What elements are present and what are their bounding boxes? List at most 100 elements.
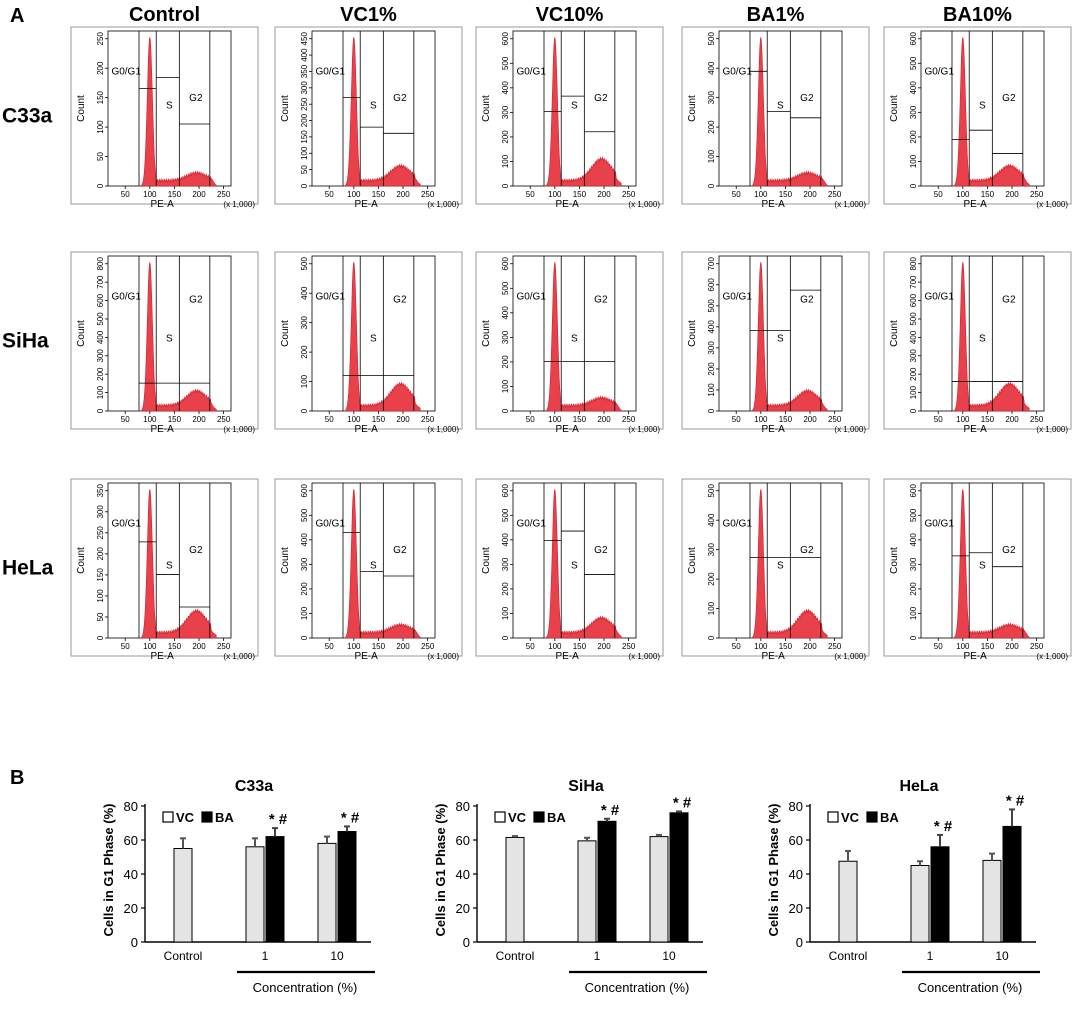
y-tick-label: 200 <box>707 120 716 134</box>
y-tick-label: 0 <box>707 635 716 640</box>
y-tick-label: 0 <box>463 935 470 950</box>
y-tick-label: 300 <box>707 90 716 104</box>
x-axis-unit: (x 1,000) <box>223 425 255 434</box>
gate-label-s: S <box>571 101 578 112</box>
x-tick-label: 150 <box>981 190 995 199</box>
x-axis-label: PE-A <box>354 651 378 662</box>
y-tick-label: 300 <box>300 81 309 95</box>
x-tick-label: 50 <box>526 190 535 199</box>
y-tick-label: 300 <box>96 349 105 363</box>
x-tick-label: 250 <box>217 190 231 199</box>
y-tick-label: 700 <box>96 275 105 289</box>
legend-label-ba: BA <box>215 810 234 825</box>
x-tick-label: 50 <box>526 415 535 424</box>
bar-vc <box>245 846 265 943</box>
y-axis-label: Cells in G1 Phase (%) <box>766 804 781 937</box>
x-tick-label: 250 <box>1030 415 1044 424</box>
bar-ba <box>265 836 285 943</box>
y-tick-label: 0 <box>796 935 803 950</box>
y-tick-label: 300 <box>501 557 510 571</box>
x-tick-label: 200 <box>597 190 611 199</box>
y-tick-label: 600 <box>909 32 918 46</box>
gate-label-g1: G0/G1 <box>315 518 345 529</box>
x-axis-unit: (x 1,000) <box>834 425 866 434</box>
x-tick-label: 1 <box>594 949 601 963</box>
y-tick-label: 0 <box>131 935 138 950</box>
histogram-curve <box>952 37 1030 187</box>
chart-title: C33a <box>235 778 273 795</box>
y-tick-label: 400 <box>96 330 105 344</box>
y-tick-label: 300 <box>96 505 105 519</box>
y-tick-label: 400 <box>501 533 510 547</box>
histogram-frame <box>681 26 870 205</box>
x-tick-label: 100 <box>347 415 361 424</box>
gate-label-s: S <box>166 101 173 112</box>
y-tick-label: 300 <box>909 105 918 119</box>
y-tick-label: 400 <box>909 330 918 344</box>
y-tick-label: 100 <box>300 606 309 620</box>
column-header: VC10% <box>536 4 604 26</box>
gate-label-g2: G2 <box>800 93 814 104</box>
histogram-curve <box>952 262 1030 412</box>
histogram-curve <box>750 489 828 639</box>
y-tick-label: 600 <box>501 257 510 271</box>
y-axis-label: Count <box>481 547 492 574</box>
gate-label-g1: G0/G1 <box>516 518 546 529</box>
column-header: BA1% <box>747 4 805 26</box>
y-tick-label: 0 <box>96 635 105 640</box>
gate-label-g2: G2 <box>1002 295 1016 306</box>
histogram-curve <box>544 489 622 639</box>
x-tick-label: 200 <box>396 642 410 651</box>
legend-swatch-ba <box>201 811 213 823</box>
panel-a-label: A <box>10 5 24 27</box>
bar-ba <box>597 820 617 943</box>
y-tick-label: 600 <box>707 278 716 292</box>
x-tick-label: 250 <box>622 642 636 651</box>
y-tick-label: 450 <box>300 32 309 46</box>
x-tick-label: 150 <box>372 190 386 199</box>
y-tick-label: 600 <box>501 484 510 498</box>
y-tick-label: 100 <box>707 601 716 615</box>
y-tick-label: 700 <box>909 275 918 289</box>
y-tick-label: 200 <box>96 61 105 75</box>
x-axis-label: PE-A <box>150 199 174 210</box>
y-tick-label: 500 <box>909 312 918 326</box>
histogram-curve <box>139 262 217 412</box>
gate-label-g1: G0/G1 <box>315 291 345 302</box>
y-tick-label: 0 <box>909 635 918 640</box>
histogram-frame <box>475 478 664 657</box>
gate-label-g1: G0/G1 <box>516 291 546 302</box>
y-tick-label: 350 <box>300 64 309 78</box>
y-tick-label: 300 <box>707 341 716 355</box>
y-tick-label: 500 <box>501 56 510 70</box>
y-axis-label: Count <box>889 547 900 574</box>
gate-label-g2: G2 <box>800 545 814 556</box>
y-tick-label: 400 <box>909 533 918 547</box>
y-tick-label: 0 <box>501 183 510 188</box>
x-tick-label: 250 <box>1030 642 1044 651</box>
y-tick-label: 20 <box>124 901 138 916</box>
y-tick-label: 100 <box>501 379 510 393</box>
x-tick-label: 100 <box>956 642 970 651</box>
y-tick-label: 200 <box>707 572 716 586</box>
y-tick-label: 100 <box>707 383 716 397</box>
bar-ba <box>930 846 950 943</box>
y-tick-label: 200 <box>96 367 105 381</box>
y-tick-label: 200 <box>300 113 309 127</box>
x-tick-label: 250 <box>622 415 636 424</box>
y-tick-label: 500 <box>707 299 716 313</box>
y-tick-label: 0 <box>707 183 716 188</box>
x-tick-label: 10 <box>995 949 1009 963</box>
x-tick-label: 100 <box>754 190 768 199</box>
gate-label-s: S <box>370 333 377 344</box>
y-tick-label: 250 <box>96 526 105 540</box>
y-tick-label: 600 <box>96 293 105 307</box>
significance-marker: * # <box>673 794 692 811</box>
x-tick-label: 150 <box>372 642 386 651</box>
histogram-frame <box>70 26 259 205</box>
y-tick-label: 150 <box>300 130 309 144</box>
x-tick-label: 200 <box>1005 190 1019 199</box>
x-axis-label: PE-A <box>150 651 174 662</box>
x-axis-unit: (x 1,000) <box>834 652 866 661</box>
column-header: BA10% <box>943 4 1012 26</box>
